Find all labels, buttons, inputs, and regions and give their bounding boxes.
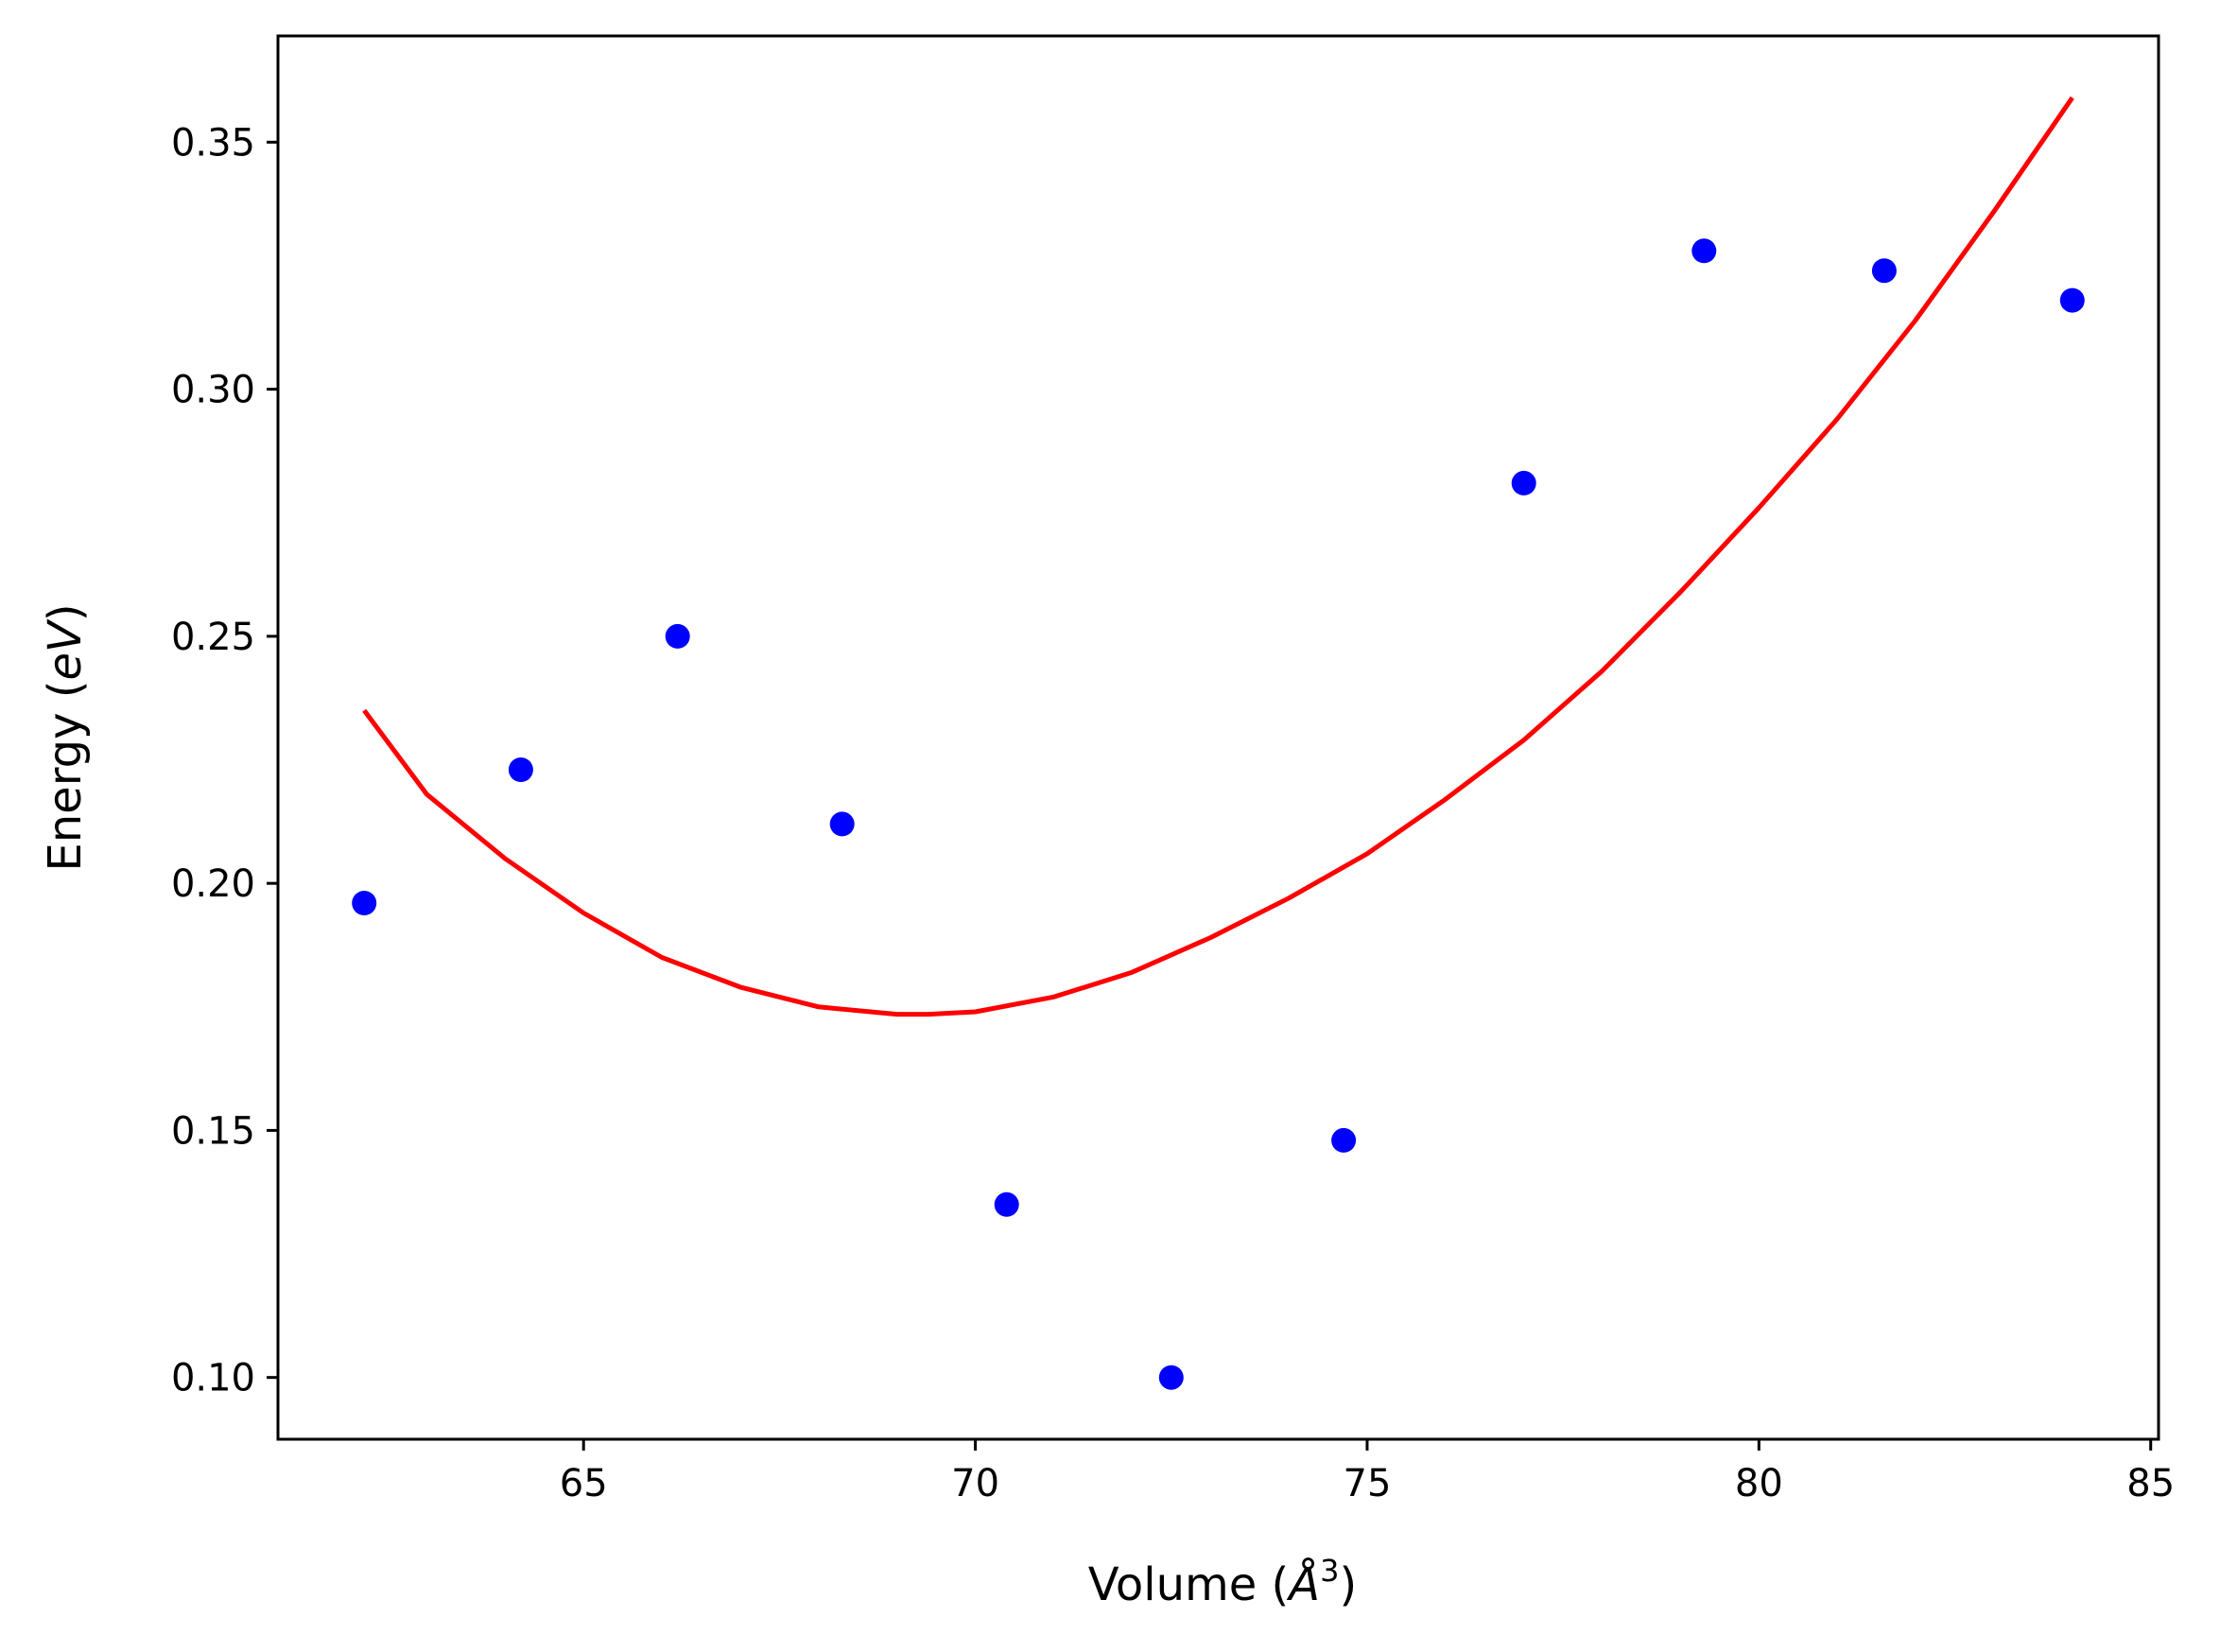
- axes-frame: [276, 34, 2160, 1441]
- x-tick-label: 75: [1344, 1462, 1392, 1505]
- x-tick-label: 70: [951, 1462, 999, 1505]
- data-point: [665, 623, 690, 649]
- data-point: [1691, 238, 1717, 264]
- y-axis-label: Energy (eV): [39, 603, 92, 871]
- y-tick-label: 0.10: [171, 1357, 255, 1400]
- y-tick-label: 0.35: [171, 121, 255, 165]
- x-axis-label: Volume (Å3): [1088, 1553, 1357, 1611]
- y-tick-label: 0.15: [171, 1109, 255, 1153]
- data-point: [1871, 258, 1897, 284]
- y-tick-label: 0.25: [171, 616, 255, 659]
- y-tick-label: 0.20: [171, 862, 255, 906]
- data-point: [829, 811, 855, 837]
- axes-layer: 65 70 75 80 85 0.10 0.15 0.20 0.25 0.30 0.35: [171, 34, 2175, 1505]
- data-point: [1511, 470, 1536, 496]
- fit-curve: [362, 96, 2074, 1017]
- data-point: [994, 1191, 1019, 1217]
- plot-layer: [352, 96, 2085, 1390]
- data-point: [352, 891, 377, 915]
- data-point: [1158, 1365, 1184, 1390]
- x-tick-label: 85: [2126, 1462, 2175, 1505]
- y-tick-label: 0.30: [171, 369, 255, 412]
- x-tick-label: 80: [1735, 1462, 1783, 1505]
- data-point: [508, 757, 533, 782]
- data-point: [1331, 1127, 1357, 1153]
- x-tick-label: 65: [560, 1462, 608, 1505]
- data-point: [2059, 287, 2085, 313]
